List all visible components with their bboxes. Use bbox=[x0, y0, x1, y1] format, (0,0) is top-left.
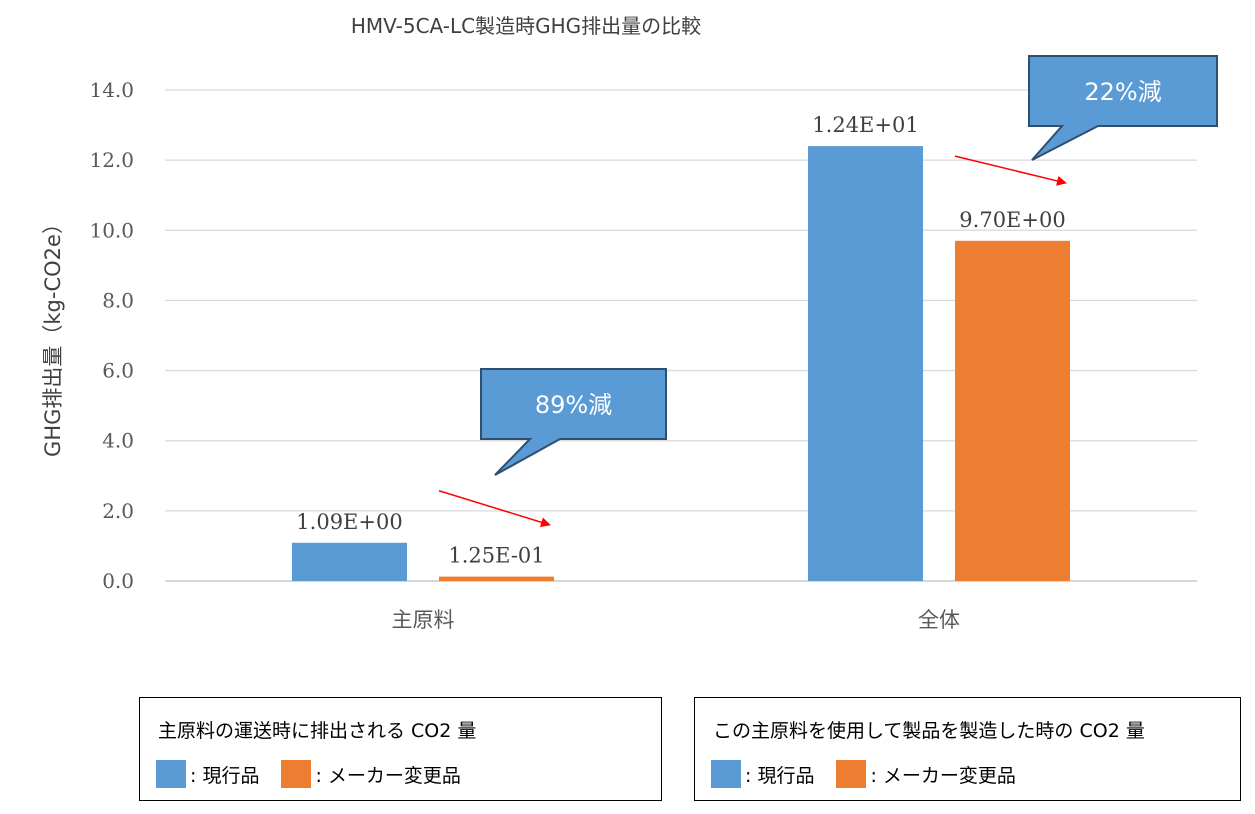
legend-row: : 現行品 : メーカー変更品 bbox=[156, 760, 483, 788]
legend-label-changed: : メーカー変更品 bbox=[870, 764, 1016, 787]
legend-swatch-current bbox=[156, 760, 186, 788]
y-tick-label: 6.0 bbox=[102, 359, 134, 383]
chart-title: HMV-5CA-LC製造時GHG排出量の比較 bbox=[351, 14, 701, 38]
legend-swatch-changed bbox=[281, 760, 312, 788]
data-label: 9.70E+00 bbox=[959, 208, 1065, 232]
legend-label-current: : 現行品 bbox=[745, 764, 815, 787]
callout-bubble bbox=[480, 368, 667, 476]
y-tick-label: 0.0 bbox=[102, 569, 134, 593]
legend-label-changed: : メーカー変更品 bbox=[315, 764, 461, 787]
x-category-label: 全体 bbox=[918, 608, 960, 632]
callout-bubble bbox=[1028, 55, 1218, 161]
reduction-arrows bbox=[438, 155, 1067, 528]
bar bbox=[955, 240, 1070, 582]
y-axis-label: GHG排出量（kg-CO2e） bbox=[41, 213, 65, 457]
legend-title: 主原料の運送時に排出される CO2 量 bbox=[158, 720, 477, 742]
legend-box-total: この主原料を使用して製品を製造した時の CO2 量 : 現行品 : メーカー変更… bbox=[694, 697, 1241, 801]
legend-title: この主原料を使用して製品を製造した時の CO2 量 bbox=[713, 720, 1145, 742]
y-tick-label: 10.0 bbox=[89, 218, 134, 242]
data-label: 1.25E-01 bbox=[448, 544, 544, 568]
legend-swatch-current bbox=[711, 760, 741, 788]
x-axis-categories: 主原料 全体 bbox=[392, 608, 961, 632]
y-tick-label: 8.0 bbox=[102, 288, 134, 312]
legend-label-current: : 現行品 bbox=[190, 764, 260, 787]
y-tick-label: 4.0 bbox=[102, 429, 134, 453]
chart: HMV-5CA-LC製造時GHG排出量の比較 0.0 2.0 4.0 6.0 8.0 10… bbox=[41, 14, 1218, 632]
legend-row: : 現行品 : メーカー変更品 bbox=[711, 760, 1038, 788]
data-label: 1.09E+00 bbox=[296, 510, 402, 534]
bars bbox=[292, 146, 1070, 582]
legend-swatch-changed bbox=[836, 760, 867, 788]
y-tick-label: 14.0 bbox=[89, 78, 134, 102]
y-axis-ticks: 0.0 2.0 4.0 6.0 8.0 10.0 12.0 14.0 bbox=[89, 78, 134, 593]
x-category-label: 主原料 bbox=[392, 608, 455, 632]
reduction-arrow bbox=[438, 490, 551, 528]
data-label: 1.24E+01 bbox=[812, 113, 918, 137]
bar bbox=[292, 542, 407, 581]
y-tick-label: 12.0 bbox=[89, 148, 134, 172]
legend-box-main-material: 主原料の運送時に排出される CO2 量 : 現行品 : メーカー変更品 bbox=[139, 697, 662, 801]
gridlines bbox=[165, 89, 1197, 582]
callout-text: 89%減 bbox=[535, 391, 612, 419]
bar bbox=[808, 146, 923, 581]
data-labels: 1.09E+00 1.25E-01 1.24E+01 9.70E+00 bbox=[296, 113, 1065, 568]
y-tick-label: 2.0 bbox=[102, 499, 134, 523]
reduction-arrow bbox=[954, 155, 1067, 186]
callout-text: 22%減 bbox=[1084, 78, 1161, 106]
callouts: 89%減 22%減 bbox=[480, 55, 1218, 476]
bar bbox=[439, 576, 554, 581]
